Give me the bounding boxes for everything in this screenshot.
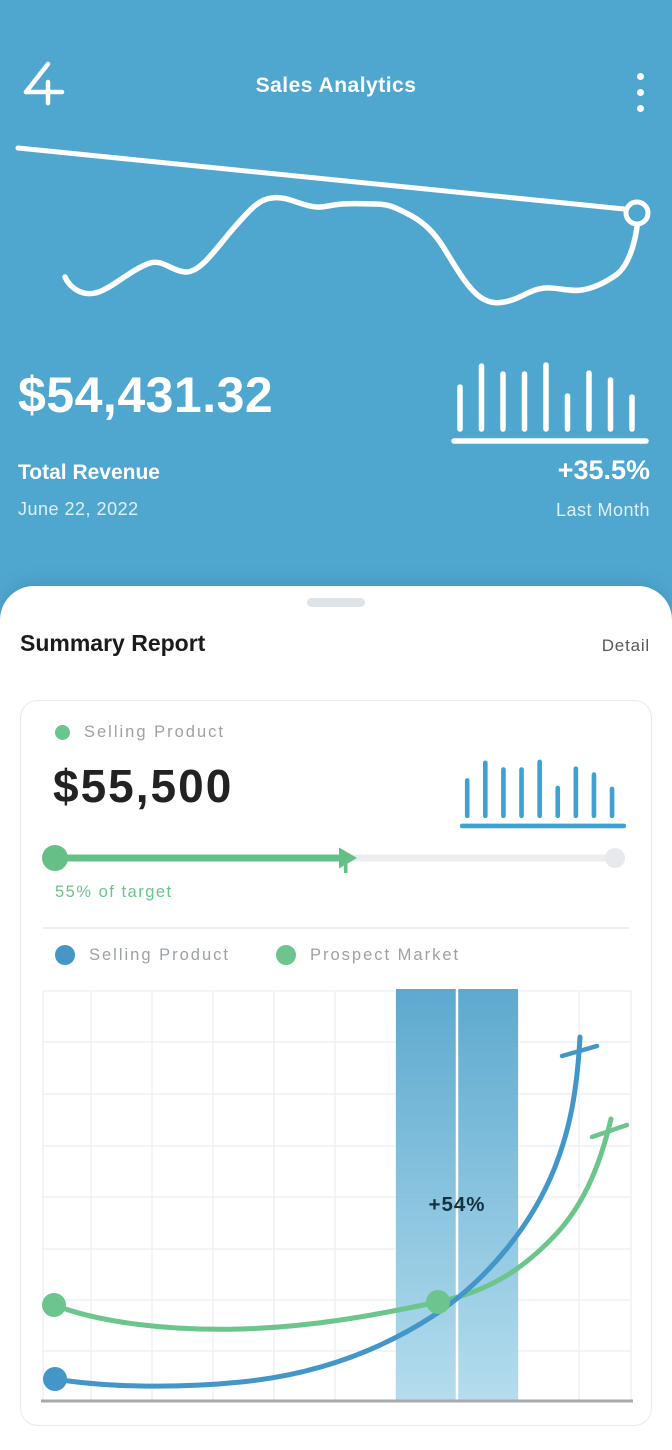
delta-label: Last Month <box>555 500 650 520</box>
marker-green-start <box>42 1293 66 1317</box>
slider-end-dot <box>605 848 625 868</box>
total-revenue-label: Total Revenue <box>18 461 160 484</box>
slider-arrow-icon <box>339 847 357 873</box>
bottom-sheet: Summary Report Detail Selling Product $5… <box>0 586 672 1450</box>
total-revenue-value: $54,431.32 <box>18 367 274 423</box>
divider <box>43 927 629 929</box>
highlight-label: +54% <box>428 1193 485 1216</box>
product-dot-icon <box>55 725 70 740</box>
revenue-sparkline <box>0 130 672 330</box>
section-title: Summary Report <box>20 630 206 656</box>
legend-item-prospect-market: Prospect Market <box>275 945 460 965</box>
legend-dot-blue-icon <box>55 945 75 965</box>
delta-value: +35.5% <box>557 455 650 485</box>
marker-blue-start <box>43 1367 67 1391</box>
drag-handle[interactable] <box>307 598 365 607</box>
target-progress-slider[interactable] <box>41 841 633 875</box>
equalizer-bars-icon-blue <box>457 751 629 831</box>
chart-legend: Selling Product Prospect Market <box>55 945 460 965</box>
header-bar: Sales Analytics <box>0 0 672 130</box>
back-arrow-icon[interactable] <box>14 56 66 108</box>
kebab-menu-icon[interactable] <box>628 66 652 118</box>
product-amount: $55,500 <box>53 760 234 812</box>
page-title: Sales Analytics <box>255 74 417 97</box>
equalizer-bars-icon <box>450 352 650 447</box>
comparison-chart: +54% <box>41 989 633 1404</box>
slider-start-dot <box>42 845 68 871</box>
progress-caption: 55% of target <box>55 883 173 901</box>
series-prospect-market <box>51 1116 630 1332</box>
product-label: Selling Product <box>84 723 225 741</box>
legend-item-selling-product: Selling Product <box>55 945 230 965</box>
marker-green-mid <box>426 1290 450 1314</box>
highlight-band <box>396 989 518 1401</box>
series-selling-product <box>52 1034 600 1389</box>
revenue-date: June 22, 2022 <box>18 499 139 519</box>
detail-link[interactable]: Detail <box>601 636 650 655</box>
legend-dot-green-icon <box>275 945 296 965</box>
summary-card: Selling Product $55,500 <box>20 700 652 1426</box>
